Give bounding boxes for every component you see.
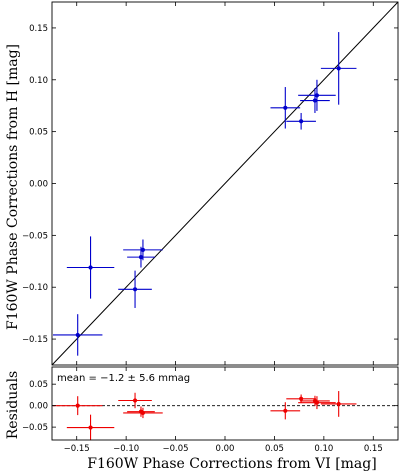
point-marker [312,98,318,103]
point-marker [88,425,93,430]
residual-y-axis-label: Residuals [5,371,21,439]
x-tick-label: 0.15 [364,444,383,454]
data-point [118,270,152,308]
residual-panel: −0.05 0.00 0.05 −0.15 −0.10 −0.05 0.00 0.05 0.10… [22,366,399,454]
x-tick-label: 0.10 [314,444,333,454]
point-marker [314,400,320,405]
point-marker [283,105,288,110]
residual-y-tick-label: 0.00 [29,402,48,412]
data-point [52,396,103,416]
point-marker [75,403,80,408]
one-to-one-line [51,1,399,366]
data-point [298,79,336,111]
data-point [66,414,115,441]
x-tick-label: −0.10 [113,444,139,454]
point-marker [88,265,93,270]
y-tick-label: 0.10 [29,76,48,86]
residual-axis-ticks: −0.05 0.00 0.05 −0.15 −0.10 −0.05 0.00 0.05 0.10… [22,367,398,454]
data-point [52,314,103,356]
main-axis-ticks: −0.15 −0.10 −0.05 0.00 0.05 0.10 0.15 [22,2,398,365]
point-marker [75,332,80,338]
data-point [66,236,115,299]
x-tick-label: −0.05 [163,444,189,454]
data-point [286,112,316,130]
data-point [300,88,330,113]
residual-y-tick-label: −0.05 [22,423,48,433]
point-marker [140,410,146,416]
y-tick-label: −0.15 [22,335,48,345]
point-marker [140,247,146,252]
data-point [270,402,301,420]
x-tick-label: −0.15 [64,444,90,454]
residual-annotation: mean = −1.2 ± 5.6 mmag [57,373,190,384]
main-panel: −0.15 −0.10 −0.05 0.00 0.05 0.10 0.15 [22,1,399,366]
point-marker [299,396,304,401]
point-marker [336,66,341,71]
point-marker [314,93,320,98]
y-tick-label: −0.05 [22,231,48,241]
data-point [286,394,316,404]
point-marker [299,119,304,124]
data-point [320,32,357,105]
main-plot-frame [51,1,399,366]
main-data-points [52,32,357,356]
y-tick-label: −0.10 [22,283,48,293]
point-marker [132,287,138,292]
y-tick-label: 0.05 [29,128,48,138]
data-point [123,239,163,261]
data-point [320,391,357,417]
point-marker [283,408,288,413]
x-tick-label: 0.05 [265,444,284,454]
residual-plot-frame [51,366,399,441]
data-point [270,87,301,129]
data-point [118,392,152,409]
y-tick-label: 0.15 [29,24,48,34]
x-axis-label: F160W Phase Corrections from VI [mag] [87,456,376,472]
y-tick-label: 0.00 [29,180,48,190]
y-axis-label: F160W Phase Corrections from H [mag] [5,44,21,330]
point-marker [138,255,144,260]
data-point [123,407,163,419]
x-tick-label: 0.00 [216,444,235,454]
point-marker [336,401,341,407]
residual-y-tick-label: 0.05 [29,380,48,390]
data-point [298,396,336,410]
point-marker [132,398,138,403]
residual-data-points [52,391,357,441]
